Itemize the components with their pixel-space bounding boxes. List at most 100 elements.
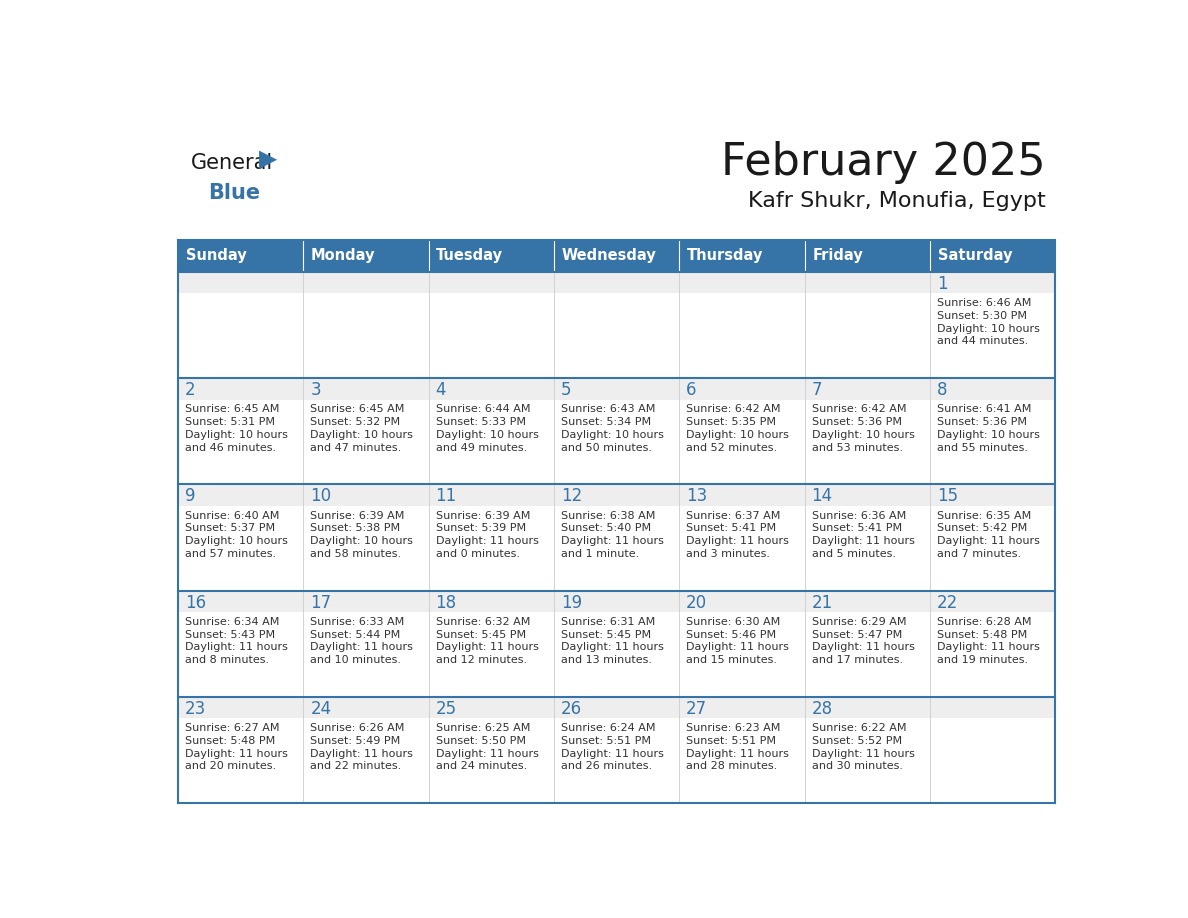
Bar (429, 240, 554, 272)
Bar (804, 240, 930, 272)
Bar (429, 272, 554, 294)
Bar (554, 590, 680, 612)
Bar (930, 612, 1055, 697)
Text: Sunrise: 6:29 AM
Sunset: 5:47 PM
Daylight: 11 hours
and 17 minutes.: Sunrise: 6:29 AM Sunset: 5:47 PM Dayligh… (811, 617, 915, 666)
Text: Sunrise: 6:42 AM
Sunset: 5:35 PM
Daylight: 10 hours
and 52 minutes.: Sunrise: 6:42 AM Sunset: 5:35 PM Dayligh… (687, 404, 789, 453)
Bar (804, 697, 930, 719)
Text: Sunrise: 6:41 AM
Sunset: 5:36 PM
Daylight: 10 hours
and 55 minutes.: Sunrise: 6:41 AM Sunset: 5:36 PM Dayligh… (937, 404, 1040, 453)
Text: 9: 9 (185, 487, 195, 506)
Bar (178, 485, 303, 506)
Text: 23: 23 (185, 700, 207, 718)
Text: 16: 16 (185, 594, 206, 611)
Bar (178, 612, 303, 697)
Text: Sunrise: 6:30 AM
Sunset: 5:46 PM
Daylight: 11 hours
and 15 minutes.: Sunrise: 6:30 AM Sunset: 5:46 PM Dayligh… (687, 617, 789, 666)
Bar (178, 272, 303, 294)
Text: Sunrise: 6:39 AM
Sunset: 5:39 PM
Daylight: 11 hours
and 0 minutes.: Sunrise: 6:39 AM Sunset: 5:39 PM Dayligh… (436, 510, 538, 559)
Text: Sunrise: 6:34 AM
Sunset: 5:43 PM
Daylight: 11 hours
and 8 minutes.: Sunrise: 6:34 AM Sunset: 5:43 PM Dayligh… (185, 617, 287, 666)
Text: Monday: Monday (311, 248, 375, 263)
Bar (303, 378, 429, 399)
Text: 7: 7 (811, 381, 822, 399)
Text: 27: 27 (687, 700, 707, 718)
Bar (429, 378, 554, 399)
Text: Sunday: Sunday (185, 248, 246, 263)
Bar (804, 506, 930, 590)
Text: Sunrise: 6:33 AM
Sunset: 5:44 PM
Daylight: 11 hours
and 10 minutes.: Sunrise: 6:33 AM Sunset: 5:44 PM Dayligh… (310, 617, 413, 666)
Text: Sunrise: 6:37 AM
Sunset: 5:41 PM
Daylight: 11 hours
and 3 minutes.: Sunrise: 6:37 AM Sunset: 5:41 PM Dayligh… (687, 510, 789, 559)
Text: 28: 28 (811, 700, 833, 718)
Bar (178, 697, 303, 719)
Text: 24: 24 (310, 700, 331, 718)
Text: Sunrise: 6:40 AM
Sunset: 5:37 PM
Daylight: 10 hours
and 57 minutes.: Sunrise: 6:40 AM Sunset: 5:37 PM Dayligh… (185, 510, 287, 559)
Bar (930, 697, 1055, 719)
Bar (680, 590, 804, 612)
Bar (303, 506, 429, 590)
Bar (554, 294, 680, 378)
Text: 10: 10 (310, 487, 331, 506)
Text: Friday: Friday (813, 248, 864, 263)
Text: Sunrise: 6:36 AM
Sunset: 5:41 PM
Daylight: 11 hours
and 5 minutes.: Sunrise: 6:36 AM Sunset: 5:41 PM Dayligh… (811, 510, 915, 559)
Bar (930, 272, 1055, 294)
Text: Sunrise: 6:43 AM
Sunset: 5:34 PM
Daylight: 10 hours
and 50 minutes.: Sunrise: 6:43 AM Sunset: 5:34 PM Dayligh… (561, 404, 664, 453)
Bar (178, 399, 303, 485)
Bar (303, 294, 429, 378)
Text: 22: 22 (937, 594, 959, 611)
Text: Sunrise: 6:27 AM
Sunset: 5:48 PM
Daylight: 11 hours
and 20 minutes.: Sunrise: 6:27 AM Sunset: 5:48 PM Dayligh… (185, 723, 287, 771)
Bar (680, 506, 804, 590)
Bar (680, 378, 804, 399)
Text: 1: 1 (937, 274, 948, 293)
Text: 26: 26 (561, 700, 582, 718)
Bar (178, 719, 303, 803)
Text: Sunrise: 6:32 AM
Sunset: 5:45 PM
Daylight: 11 hours
and 12 minutes.: Sunrise: 6:32 AM Sunset: 5:45 PM Dayligh… (436, 617, 538, 666)
Text: 12: 12 (561, 487, 582, 506)
Bar (303, 272, 429, 294)
Bar (680, 485, 804, 506)
Text: Sunrise: 6:46 AM
Sunset: 5:30 PM
Daylight: 10 hours
and 44 minutes.: Sunrise: 6:46 AM Sunset: 5:30 PM Dayligh… (937, 298, 1040, 346)
Bar (554, 612, 680, 697)
Bar (804, 399, 930, 485)
Text: Kafr Shukr, Monufia, Egypt: Kafr Shukr, Monufia, Egypt (748, 191, 1045, 211)
Text: 14: 14 (811, 487, 833, 506)
Bar (178, 294, 303, 378)
Bar (930, 240, 1055, 272)
Text: Sunrise: 6:26 AM
Sunset: 5:49 PM
Daylight: 11 hours
and 22 minutes.: Sunrise: 6:26 AM Sunset: 5:49 PM Dayligh… (310, 723, 413, 771)
Bar (429, 697, 554, 719)
Bar (429, 294, 554, 378)
Text: 25: 25 (436, 700, 456, 718)
Bar (930, 590, 1055, 612)
Bar (804, 612, 930, 697)
Text: Blue: Blue (208, 184, 260, 203)
Bar (303, 612, 429, 697)
Text: Tuesday: Tuesday (436, 248, 504, 263)
Text: Sunrise: 6:25 AM
Sunset: 5:50 PM
Daylight: 11 hours
and 24 minutes.: Sunrise: 6:25 AM Sunset: 5:50 PM Dayligh… (436, 723, 538, 771)
Bar (680, 719, 804, 803)
Text: Sunrise: 6:44 AM
Sunset: 5:33 PM
Daylight: 10 hours
and 49 minutes.: Sunrise: 6:44 AM Sunset: 5:33 PM Dayligh… (436, 404, 538, 453)
Bar (178, 378, 303, 399)
Bar (178, 590, 303, 612)
Bar (178, 240, 303, 272)
Text: 17: 17 (310, 594, 331, 611)
Bar (930, 399, 1055, 485)
Bar (554, 719, 680, 803)
Bar (303, 697, 429, 719)
Text: Sunrise: 6:35 AM
Sunset: 5:42 PM
Daylight: 11 hours
and 7 minutes.: Sunrise: 6:35 AM Sunset: 5:42 PM Dayligh… (937, 510, 1040, 559)
Bar (804, 294, 930, 378)
Text: Thursday: Thursday (687, 248, 764, 263)
Bar (429, 719, 554, 803)
Text: Saturday: Saturday (937, 248, 1012, 263)
Bar (303, 485, 429, 506)
Text: 19: 19 (561, 594, 582, 611)
Text: General: General (191, 152, 273, 173)
Bar (429, 399, 554, 485)
Bar (680, 272, 804, 294)
Text: February 2025: February 2025 (721, 141, 1045, 184)
Bar (303, 399, 429, 485)
Bar (554, 506, 680, 590)
Bar (680, 399, 804, 485)
Text: Sunrise: 6:22 AM
Sunset: 5:52 PM
Daylight: 11 hours
and 30 minutes.: Sunrise: 6:22 AM Sunset: 5:52 PM Dayligh… (811, 723, 915, 771)
Text: Sunrise: 6:38 AM
Sunset: 5:40 PM
Daylight: 11 hours
and 1 minute.: Sunrise: 6:38 AM Sunset: 5:40 PM Dayligh… (561, 510, 664, 559)
Text: Sunrise: 6:31 AM
Sunset: 5:45 PM
Daylight: 11 hours
and 13 minutes.: Sunrise: 6:31 AM Sunset: 5:45 PM Dayligh… (561, 617, 664, 666)
Text: 13: 13 (687, 487, 708, 506)
Bar (429, 506, 554, 590)
Bar (930, 378, 1055, 399)
Text: ▶: ▶ (259, 147, 278, 171)
